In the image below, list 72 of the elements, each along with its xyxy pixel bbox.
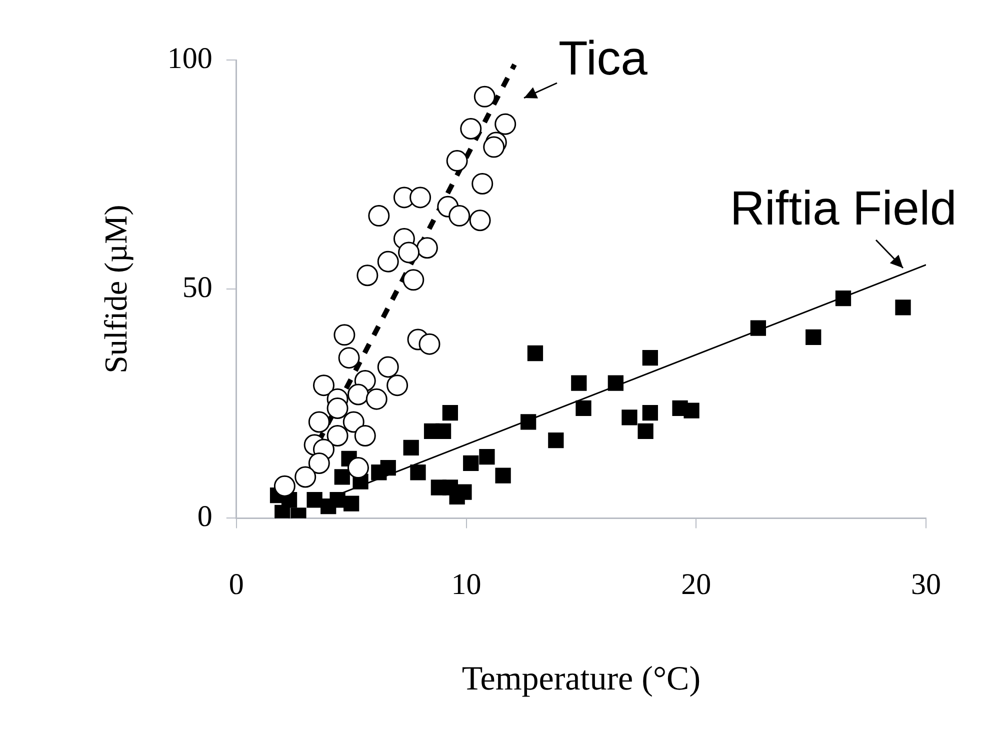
x-axis-title: Temperature (°C) [462, 660, 701, 698]
point [347, 384, 369, 406]
point [548, 432, 564, 448]
x-tick-label: 0 [228, 568, 244, 602]
point [835, 290, 852, 306]
point [342, 411, 364, 433]
point [418, 333, 440, 355]
y-tick-label: 0 [197, 500, 212, 534]
annotation: Tica [558, 32, 648, 86]
point [571, 375, 587, 391]
point [684, 402, 700, 418]
point [520, 414, 536, 430]
x-tick-label: 30 [911, 568, 941, 602]
point [442, 404, 458, 421]
point [527, 345, 544, 362]
point [895, 300, 911, 316]
point [366, 388, 388, 410]
annotation: Riftia Field [730, 182, 957, 236]
point [371, 464, 387, 480]
point [463, 455, 479, 472]
point [320, 498, 336, 514]
point [274, 504, 290, 518]
point [460, 118, 482, 140]
point [448, 205, 470, 227]
point [274, 475, 296, 497]
point [403, 440, 419, 456]
point [344, 496, 360, 512]
point [356, 264, 378, 286]
point [642, 404, 658, 421]
point [750, 320, 766, 336]
point [474, 86, 496, 108]
point [377, 250, 399, 272]
y-axis-title: Sulfide (µM) [98, 204, 134, 374]
point [334, 324, 356, 346]
point [402, 269, 424, 291]
point [806, 329, 822, 346]
point [306, 492, 322, 508]
point [368, 205, 390, 227]
point [469, 210, 491, 232]
point [430, 480, 447, 496]
point [642, 350, 658, 366]
point [410, 186, 432, 208]
point [386, 374, 408, 396]
point [495, 468, 511, 484]
point [479, 448, 495, 465]
point [608, 375, 624, 391]
point [377, 356, 399, 378]
point [294, 466, 316, 488]
point [334, 469, 350, 485]
point [483, 136, 505, 158]
point [576, 400, 592, 416]
point [398, 242, 420, 264]
x-tick-label: 10 [451, 568, 482, 602]
x-tick-label: 20 [681, 568, 712, 602]
point [338, 347, 360, 369]
y-tick-label: 50 [182, 270, 212, 304]
point [410, 464, 426, 480]
point [326, 397, 348, 419]
point [326, 424, 348, 446]
point [424, 423, 440, 439]
point [313, 374, 334, 396]
point [308, 452, 330, 474]
point [622, 410, 638, 426]
point [472, 172, 494, 194]
y-tick-label: 100 [167, 42, 212, 75]
point [446, 150, 468, 172]
point [308, 411, 330, 433]
point [494, 113, 516, 135]
point [416, 237, 438, 259]
point [347, 457, 369, 479]
point [354, 424, 376, 446]
point [638, 423, 654, 439]
